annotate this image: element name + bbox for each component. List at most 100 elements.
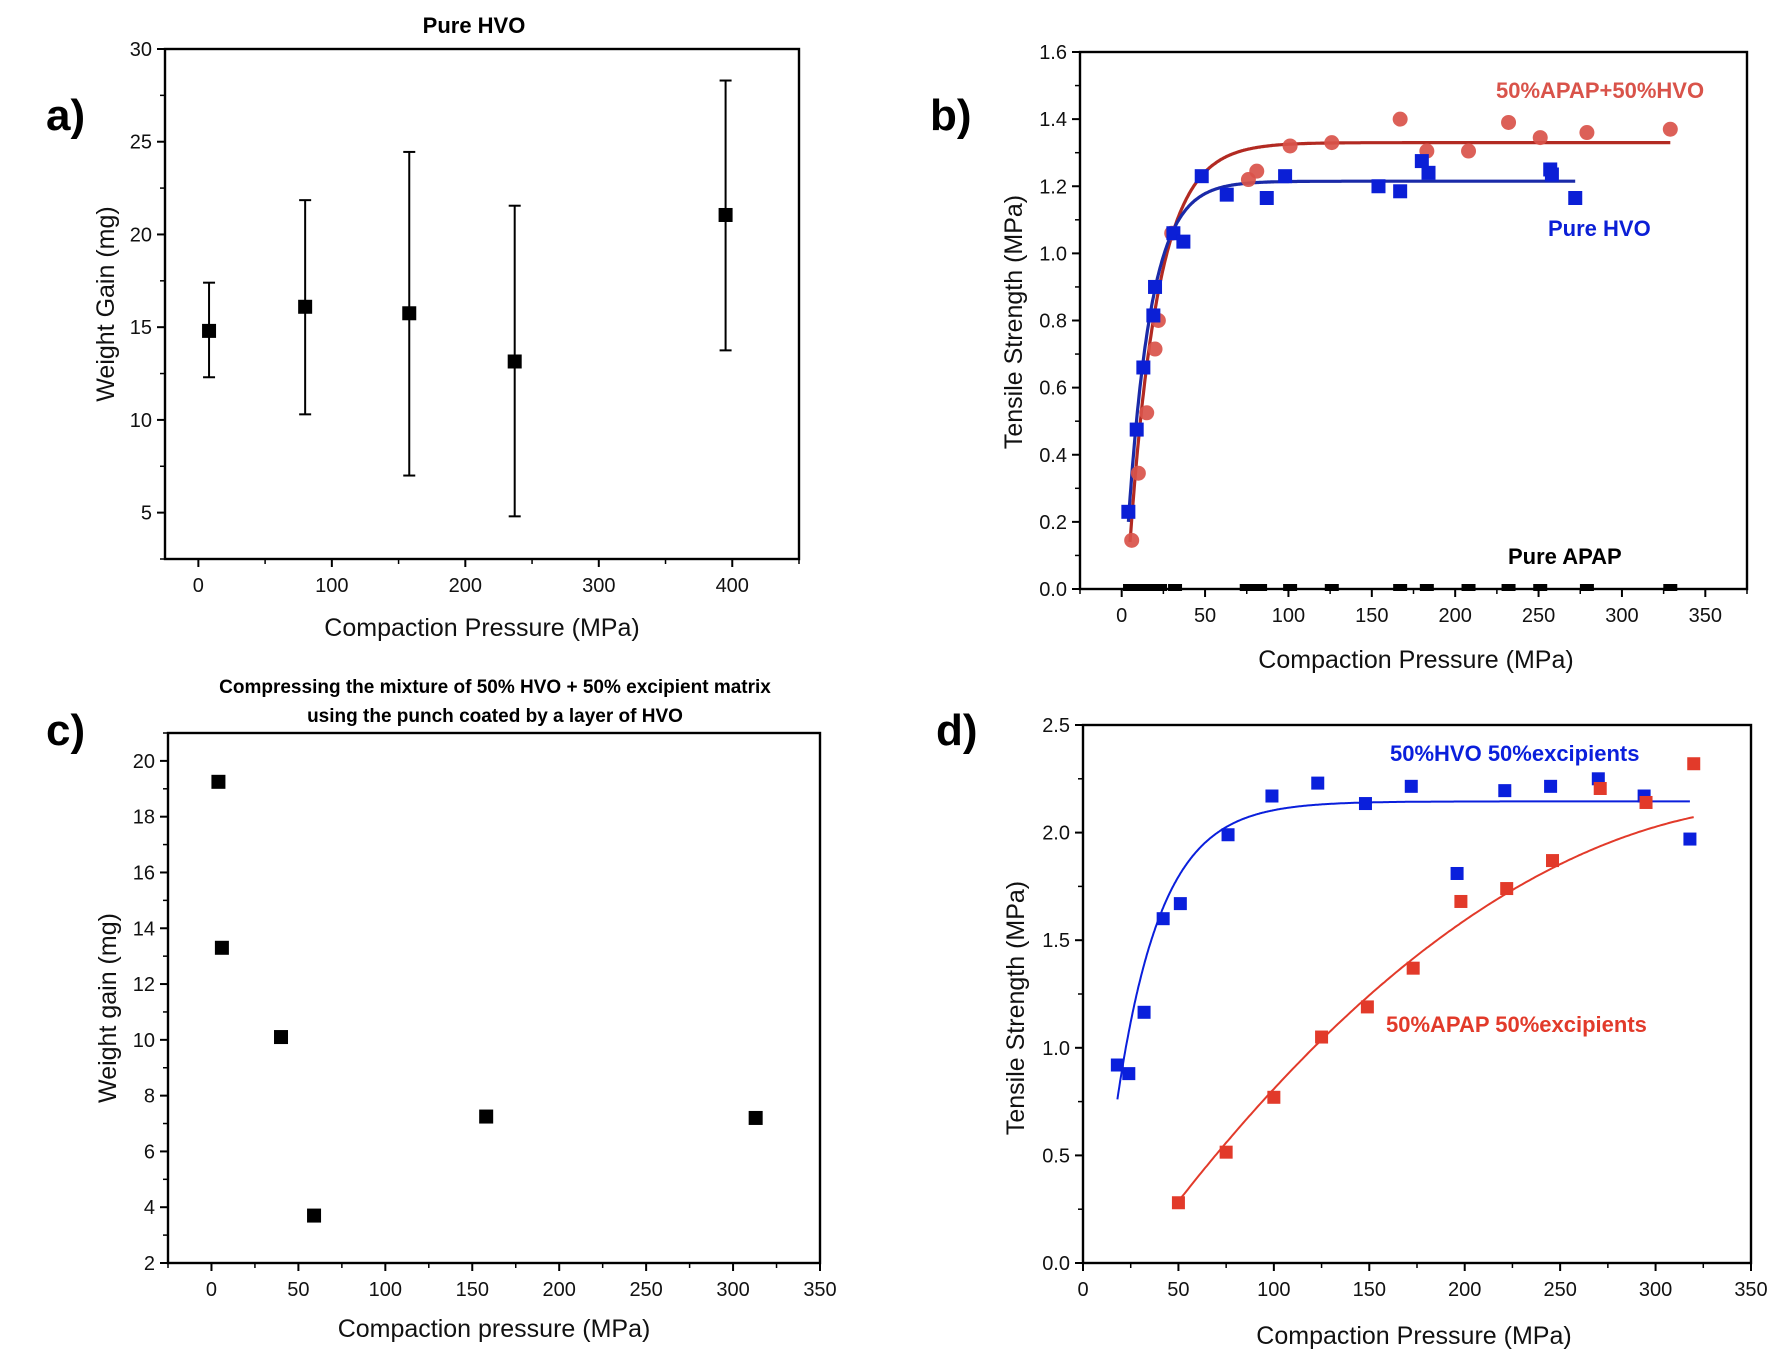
data-point-b-50-apap-50-hvo xyxy=(1324,135,1340,151)
marks-d xyxy=(1110,757,1701,1210)
y-tick-label-c: 12 xyxy=(133,974,155,996)
x-tick-label-b: 350 xyxy=(1689,605,1722,627)
y-tick-label-b: 1.2 xyxy=(1039,176,1067,198)
data-point-b-50-apap-50-hvo xyxy=(1249,163,1265,179)
data-point-b-50-apap-50-hvo xyxy=(1139,405,1155,421)
y-tick-label-b: 0.6 xyxy=(1039,378,1067,400)
data-point-d-50-apap-50-excipients xyxy=(1360,1000,1374,1014)
data-point-b-pure-hvo xyxy=(1194,169,1209,184)
x-axis-label-a: Compaction Pressure (MPa) xyxy=(324,614,639,642)
x-tick-label-d: 100 xyxy=(1257,1279,1290,1301)
y-tick-label-b: 0.4 xyxy=(1039,445,1067,467)
data-point-b-pure-apap xyxy=(1501,584,1516,591)
panel-label-c: c) xyxy=(46,706,85,755)
data-point-d-50-hvo-50-excipients xyxy=(1311,776,1325,790)
y-tick-label-d: 2.5 xyxy=(1042,715,1070,737)
data-point-b-pure-hvo xyxy=(1146,308,1161,323)
data-point-d-50-hvo-50-excipients xyxy=(1122,1067,1136,1081)
data-point-b-pure-hvo xyxy=(1121,504,1136,519)
data-point-b-50-apap-50-hvo xyxy=(1579,125,1595,141)
data-point-d-50-hvo-50-excipients xyxy=(1110,1058,1124,1072)
data-point-c-50-hvo-50-excipient xyxy=(214,940,229,955)
data-point-b-50-apap-50-hvo xyxy=(1147,341,1163,357)
data-point-b-pure-hvo xyxy=(1176,234,1191,249)
data-point-b-pure-hvo xyxy=(1393,184,1408,199)
x-tick-label-d: 250 xyxy=(1543,1279,1576,1301)
panel-d: d) 0 50 100 150 200 250 300 350 0.0 0.5 1.0 1.5 2.0 2… xyxy=(936,706,1768,1350)
data-point-b-pure-hvo xyxy=(1259,190,1274,205)
data-point-d-50-apap-50-excipients xyxy=(1593,781,1607,795)
x-tick-label-d: 150 xyxy=(1353,1279,1386,1301)
data-point-d-50-apap-50-excipients xyxy=(1406,961,1420,975)
data-point-b-pure-hvo xyxy=(1278,169,1293,184)
data-point-b-pure-hvo xyxy=(1421,165,1436,180)
data-point-b-pure-apap xyxy=(1579,584,1594,591)
data-point-d-50-hvo-50-excipients xyxy=(1404,779,1418,793)
x-tick-label-a: 300 xyxy=(582,575,615,597)
y-tick-label-b: 0.8 xyxy=(1039,311,1067,333)
data-point-b-pure-hvo xyxy=(1414,154,1429,169)
data-point-d-50-apap-50-excipients xyxy=(1500,882,1514,896)
data-point-b-pure-hvo xyxy=(1136,360,1151,375)
y-tick-label-c: 4 xyxy=(144,1197,155,1219)
y-tick-label-d: 2.0 xyxy=(1042,823,1070,845)
y-tick-label-c: 2 xyxy=(144,1253,155,1275)
y-tick-label-d: 0.5 xyxy=(1042,1145,1070,1167)
ticks-b: 0 50 100 150 200 250 300 350 0.0 0.2 0.4 0.6 0.8 1.0 1… xyxy=(1039,42,1748,627)
fit-line-b-1 xyxy=(1126,179,1576,523)
x-tick-label-a: 200 xyxy=(449,575,482,597)
data-point-b-50-apap-50-hvo xyxy=(1130,465,1146,481)
x-tick-label-a: 100 xyxy=(315,575,348,597)
data-point-b-50-apap-50-hvo xyxy=(1124,532,1140,548)
x-tick-label-c: 150 xyxy=(456,1279,489,1301)
annotation-apap-hvo: 50%APAP+50%HVO xyxy=(1496,78,1704,103)
y-tick-label-c: 8 xyxy=(144,1086,155,1108)
x-tick-label-d: 200 xyxy=(1448,1279,1481,1301)
y-tick-label-c: 16 xyxy=(133,862,155,884)
y-axis-label-d: Tensile Strength (MPa) xyxy=(1002,881,1030,1135)
y-tick-label-d: 1.5 xyxy=(1042,930,1070,952)
y-axis-label-c: Weight gain (mg) xyxy=(94,913,122,1103)
y-tick-label-c: 20 xyxy=(133,751,155,773)
y-tick-label-d: 1.0 xyxy=(1042,1038,1070,1060)
data-point-a-pure-hvo xyxy=(402,306,417,321)
panel-a: a) Pure HVO 0 100 200 300 400 5 10 15 20 25 30 Com… xyxy=(46,13,801,642)
y-tick-label-a: 20 xyxy=(130,224,152,246)
data-point-b-pure-apap xyxy=(1419,584,1434,591)
y-tick-label-d: 0.0 xyxy=(1042,1253,1070,1275)
data-point-b-pure-apap xyxy=(1253,584,1268,591)
data-point-c-50-hvo-50-excipient xyxy=(274,1030,289,1045)
x-tick-label-c: 100 xyxy=(369,1279,402,1301)
fit-line-d-0 xyxy=(1116,800,1690,1100)
data-point-b-pure-apap xyxy=(1168,584,1183,591)
y-tick-label-b: 0.2 xyxy=(1039,512,1067,534)
x-tick-label-b: 150 xyxy=(1355,605,1388,627)
plot-frame-b xyxy=(1078,50,1749,591)
y-tick-label-b: 1.6 xyxy=(1039,42,1067,64)
x-tick-label-b: 250 xyxy=(1522,605,1555,627)
data-point-c-50-hvo-50-excipient xyxy=(748,1110,763,1125)
ticks-a: 0 100 200 300 400 5 10 15 20 25 30 xyxy=(130,39,800,597)
x-tick-label-b: 100 xyxy=(1272,605,1305,627)
y-axis-label-b: Tensile Strength (MPa) xyxy=(1000,195,1028,449)
data-point-b-pure-hvo xyxy=(1371,179,1386,194)
data-point-a-pure-hvo xyxy=(202,323,217,338)
panel-label-b: b) xyxy=(930,91,972,140)
y-tick-label-b: 0.0 xyxy=(1039,579,1067,601)
x-tick-label-b: 50 xyxy=(1194,605,1216,627)
y-tick-label-a: 25 xyxy=(130,132,152,154)
data-point-b-pure-hvo xyxy=(1219,187,1234,202)
data-point-d-50-hvo-50-excipients xyxy=(1450,866,1464,880)
data-point-d-50-hvo-50-excipients xyxy=(1544,779,1558,793)
x-tick-label-c: 50 xyxy=(287,1279,309,1301)
data-point-d-50-apap-50-excipients xyxy=(1454,894,1468,908)
data-point-a-pure-hvo xyxy=(507,354,522,369)
x-axis-label-d: Compaction Pressure (MPa) xyxy=(1256,1322,1571,1350)
data-point-b-50-apap-50-hvo xyxy=(1501,114,1517,130)
x-tick-label-c: 350 xyxy=(803,1279,836,1301)
x-tick-label-b: 0 xyxy=(1116,605,1127,627)
data-point-b-50-apap-50-hvo xyxy=(1662,121,1678,137)
data-point-b-50-apap-50-hvo xyxy=(1282,138,1298,154)
panel-label-a: a) xyxy=(46,91,85,140)
